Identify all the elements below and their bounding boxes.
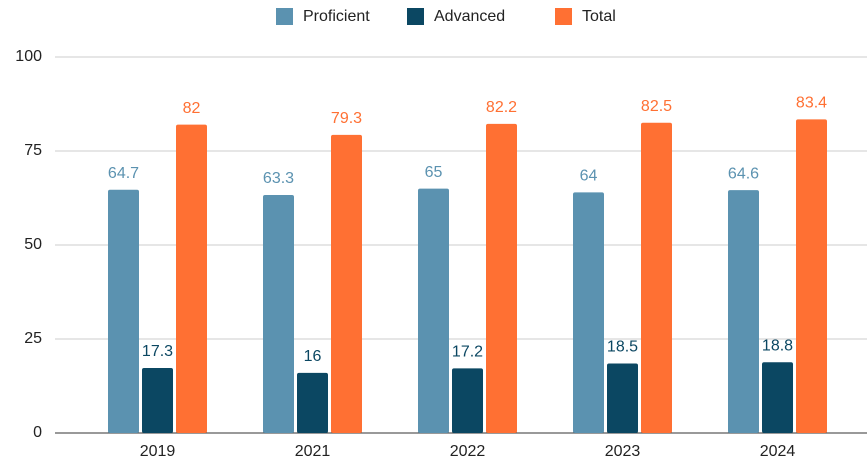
data-label: 16 [304,348,322,365]
legend-label: Proficient [303,8,370,25]
bar [796,119,827,433]
legend-swatch [407,8,424,25]
data-label: 18.8 [762,338,793,355]
data-label: 82.2 [486,99,517,116]
y-tick-label: 0 [33,424,42,441]
y-tick-label: 100 [15,48,42,65]
bar [762,362,793,433]
data-label: 82.5 [641,98,672,115]
data-label: 79.3 [331,110,362,127]
legend-swatch [276,8,293,25]
legend-swatch [555,8,572,25]
data-label: 64.6 [728,165,759,182]
y-tick-label: 75 [24,142,42,159]
bar [607,363,638,433]
bar [142,367,173,433]
data-label: 65 [425,164,443,181]
bar [641,122,672,434]
data-label: 17.3 [142,343,173,360]
bar [728,190,759,433]
data-label: 64 [580,168,598,185]
bar [263,194,294,433]
bar [176,124,207,434]
x-tick-label: 2021 [295,443,331,460]
bar [452,368,483,433]
x-tick-label: 2024 [760,443,796,460]
bar [331,134,362,433]
data-label: 17.2 [452,344,483,361]
x-tick-label: 2019 [140,443,176,460]
x-tick-label: 2022 [450,443,486,460]
data-label: 64.7 [108,165,139,182]
data-label: 63.3 [263,170,294,187]
data-label: 82 [183,100,201,117]
y-tick-label: 25 [24,330,42,347]
bar [108,189,139,433]
bar [486,123,517,433]
legend-label: Advanced [434,8,505,25]
bar [418,188,449,433]
x-tick-label: 2023 [605,443,641,460]
bar [297,372,328,433]
data-label: 18.5 [607,339,638,356]
bar [573,192,604,433]
data-label: 83.4 [796,95,827,112]
y-tick-label: 50 [24,236,42,253]
legend-label: Total [582,8,616,25]
